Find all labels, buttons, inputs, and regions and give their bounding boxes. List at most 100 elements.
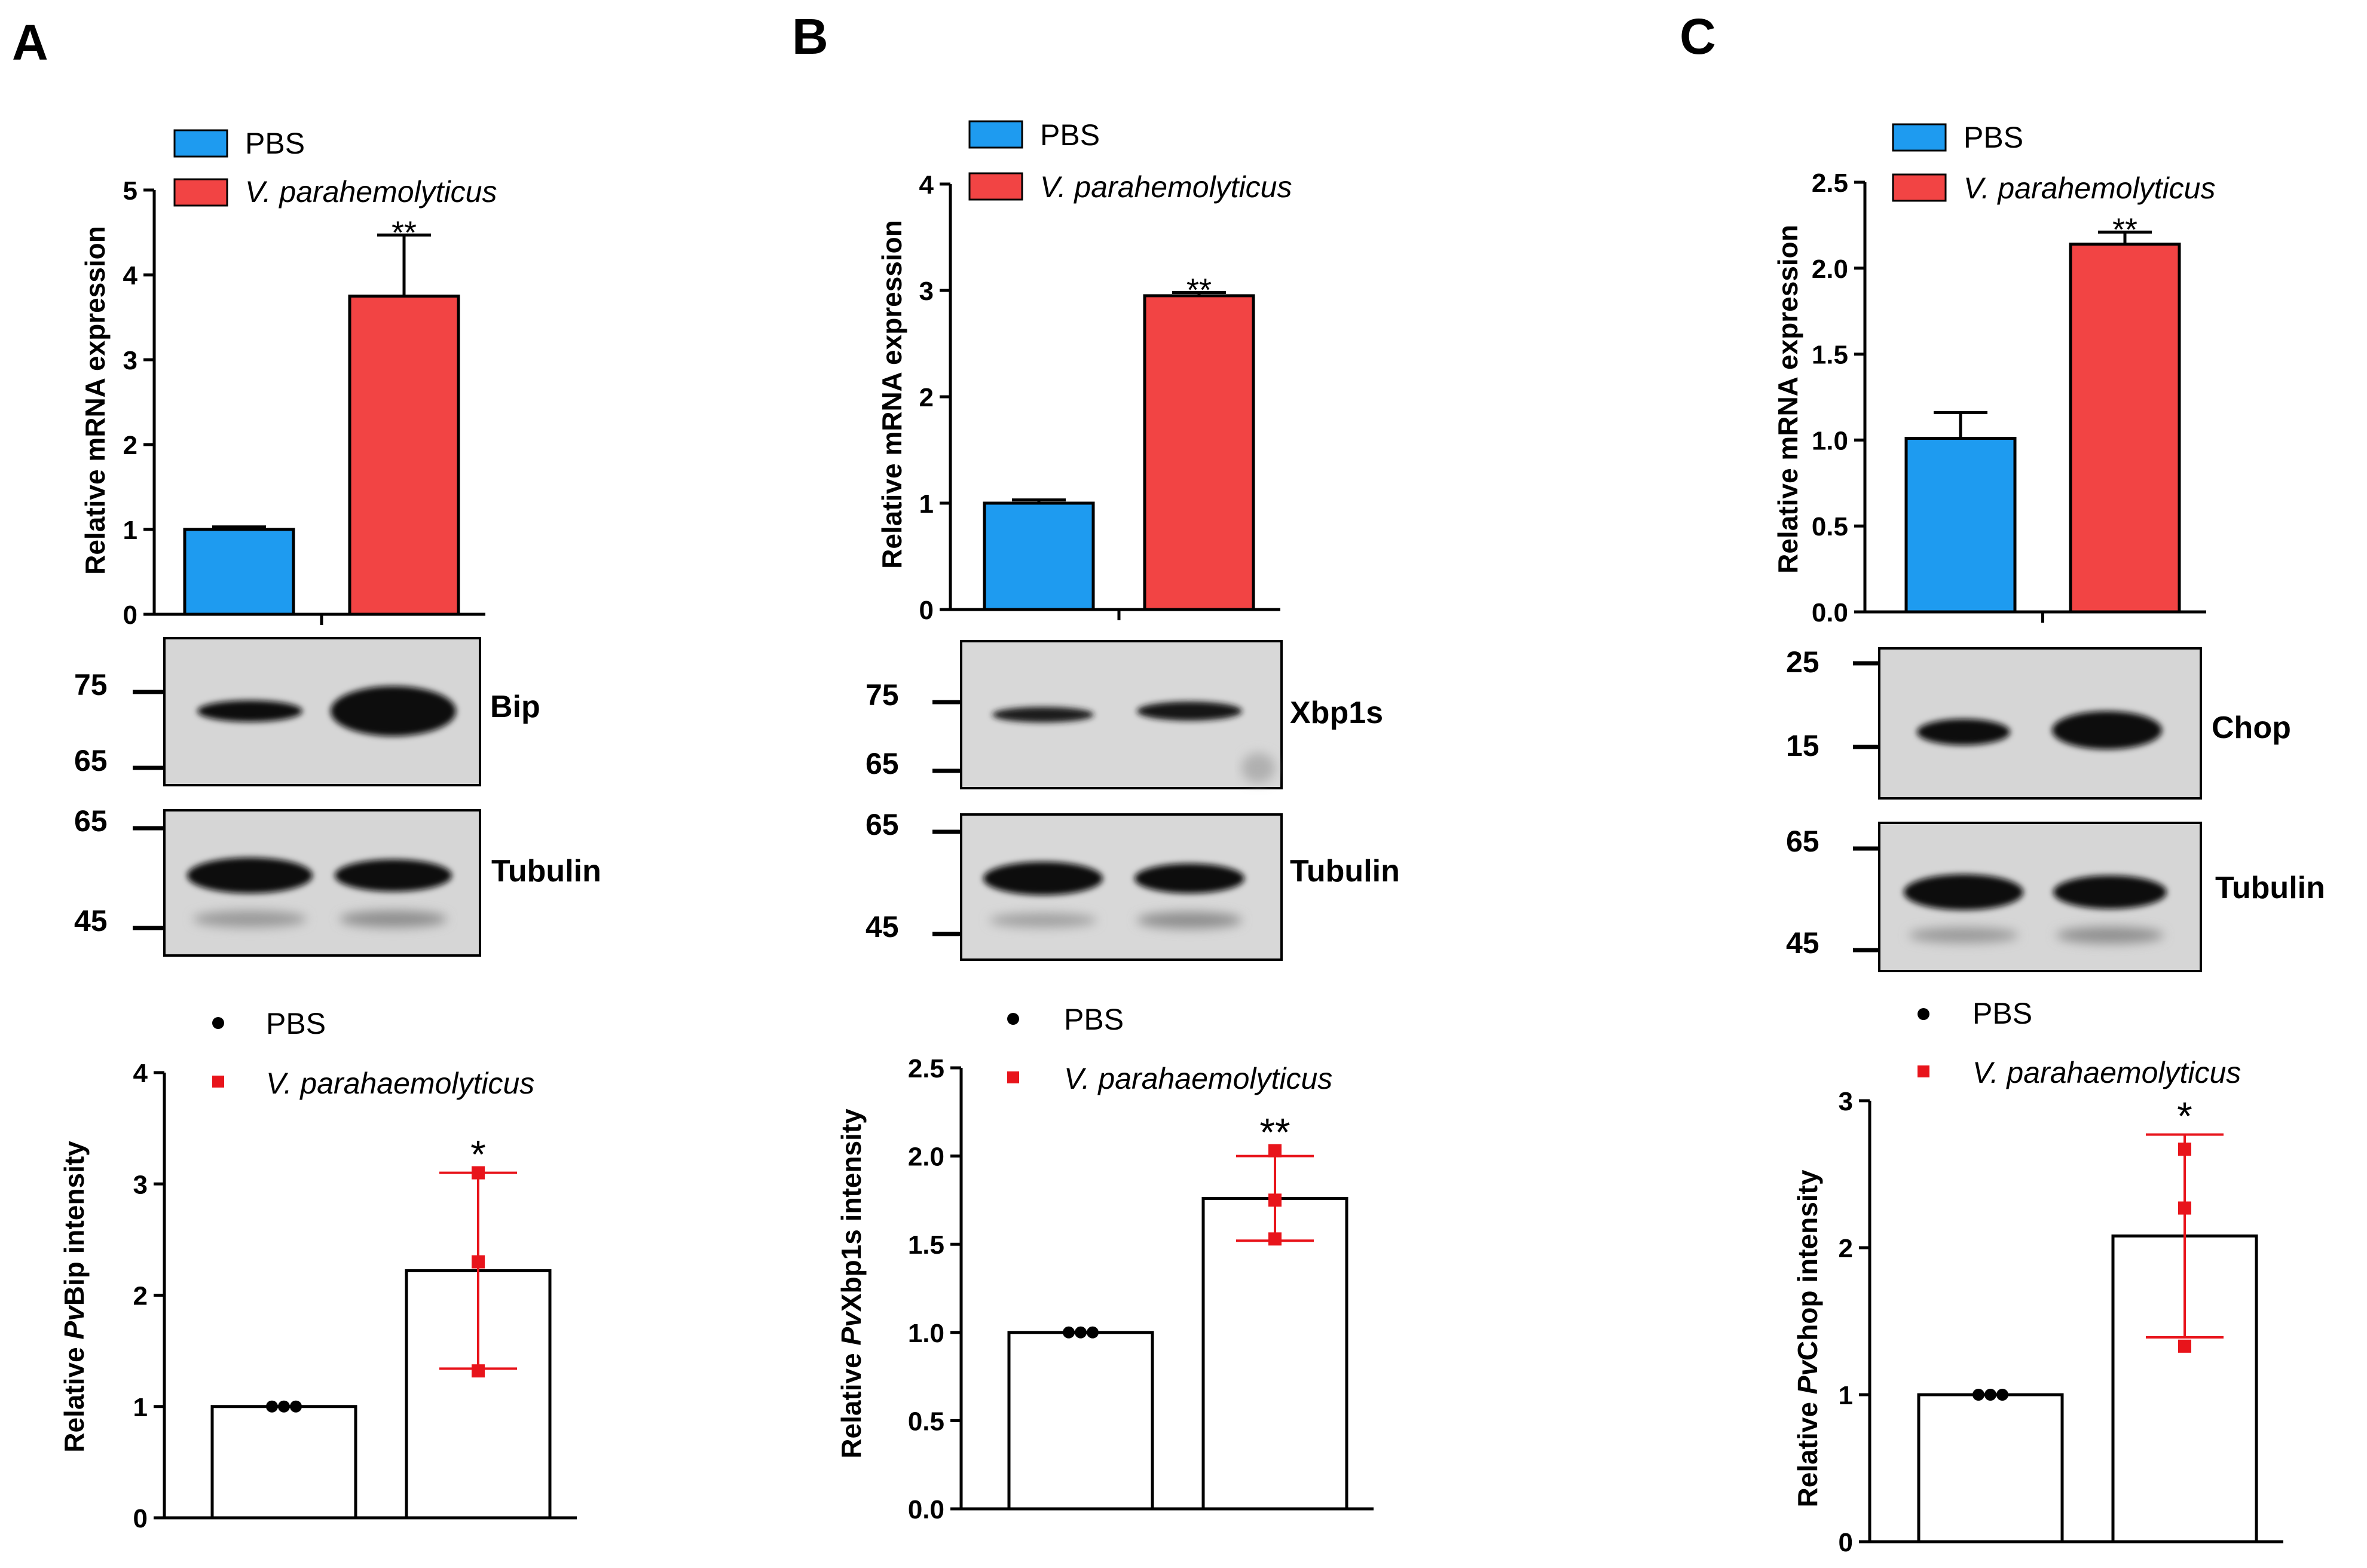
chart-mrna-xbp1s: 0 1 2 3 4 ** xyxy=(919,170,1280,625)
y-axis-title: Relative PvXbp1s intensity xyxy=(836,1108,867,1459)
western-blot-b: 75 65 Xbp1s 65 45 Tubulin xyxy=(866,640,1400,961)
data-point-vibrio xyxy=(2178,1339,2191,1353)
data-point-vibrio xyxy=(2178,1143,2191,1156)
band-bip-pbs xyxy=(197,700,302,722)
data-point-pbs xyxy=(290,1400,302,1413)
band-tubulin-vibrio xyxy=(2053,875,2167,909)
marker-label: 25 xyxy=(1786,645,1819,679)
band-bip-vibrio xyxy=(331,686,456,736)
data-point-vibrio xyxy=(472,1364,485,1378)
legend-label-pbs: PBS xyxy=(266,1007,326,1040)
y-tick-label: 2.5 xyxy=(908,1054,944,1083)
data-point-pbs xyxy=(1075,1326,1087,1339)
y-tick-label: 0.0 xyxy=(1812,598,1848,627)
marker-label: 15 xyxy=(1786,729,1819,762)
band-tubulin-faint xyxy=(989,913,1097,927)
y-axis-title-italic: Pv xyxy=(1792,1359,1823,1395)
legend-swatch-pbs xyxy=(1892,123,1947,152)
legend-swatch-vibrio xyxy=(173,178,228,207)
data-point-vibrio xyxy=(2178,1201,2191,1215)
y-tick-label: 0 xyxy=(133,1504,148,1533)
legend-label-vibrio: V. parahemolyticus xyxy=(1964,172,2215,205)
y-tick-label: 1 xyxy=(133,1393,148,1422)
western-blot-c: 25 15 Chop 65 45 Tubulin xyxy=(1786,645,2325,972)
marker-label: 65 xyxy=(866,747,899,780)
blot-label-bip: Bip xyxy=(490,690,540,724)
blot-label-chop: Chop xyxy=(2212,710,2291,745)
bar-vibrio xyxy=(2069,243,2181,614)
y-axis-title: Relative PvBip intensity xyxy=(59,1141,90,1453)
data-point-pbs xyxy=(1973,1389,1984,1401)
y-tick-label: 4 xyxy=(133,1059,148,1088)
legend-label-vibrio: V. parahaemolyticus xyxy=(266,1067,534,1100)
intensity-chart-c: PBS V. parahaemolyticus Relative PvChop … xyxy=(1792,997,2283,1557)
legend-label-vibrio: V. parahemolyticus xyxy=(1040,170,1292,204)
data-point-vibrio xyxy=(472,1255,485,1269)
data-point-pbs xyxy=(1063,1326,1075,1339)
marker-label: 75 xyxy=(866,678,899,712)
data-point-vibrio xyxy=(472,1166,485,1180)
mrna-chart-c: PBS V. parahemolyticus Relative mRNA exp… xyxy=(1772,121,2215,627)
significance-marker: * xyxy=(2177,1094,2192,1138)
y-tick-label: 2.5 xyxy=(1812,169,1848,198)
legend-dot-pbs xyxy=(1007,1013,1019,1025)
bar-pbs xyxy=(183,528,295,616)
y-tick-label: 1.5 xyxy=(1812,341,1848,370)
significance-marker: ** xyxy=(1186,272,1212,308)
y-tick-label: 1 xyxy=(1839,1381,1853,1410)
data-point-vibrio xyxy=(1268,1193,1282,1207)
band-tubulin-vibrio xyxy=(1134,863,1244,893)
marker-label: 65 xyxy=(1786,825,1819,858)
y-tick-label: 4 xyxy=(919,170,934,200)
y-axis-title-italic: Pv xyxy=(836,1310,867,1346)
intensity-chart-b: PBS V. parahaemolyticus Relative PvXbp1s… xyxy=(836,1003,1374,1524)
legend-square-vibrio xyxy=(1007,1071,1019,1083)
panel-label-a: A xyxy=(12,14,48,71)
y-tick-label: 2.0 xyxy=(1812,255,1848,284)
band-chop-vibrio xyxy=(2052,711,2162,749)
marker-label: 65 xyxy=(866,808,899,841)
legend-label-pbs: PBS xyxy=(1964,121,2023,154)
legend-label-pbs: PBS xyxy=(1064,1003,1124,1036)
y-tick-label: 2.0 xyxy=(908,1143,944,1172)
blot-smudge xyxy=(1241,753,1275,783)
bar-vibrio xyxy=(348,295,460,616)
data-point-pbs xyxy=(1087,1326,1099,1339)
y-tick-label: 3 xyxy=(919,277,934,306)
legend-label-pbs: PBS xyxy=(1040,118,1100,152)
significance-marker: * xyxy=(470,1132,486,1177)
y-tick-label: 0.0 xyxy=(908,1495,944,1524)
panel-label-b: B xyxy=(792,8,828,65)
y-tick-label: 0.5 xyxy=(908,1407,944,1436)
y-tick-label: 1 xyxy=(123,516,137,545)
bar-pbs xyxy=(1917,1393,2064,1544)
band-xbp1s-pbs xyxy=(992,707,1094,722)
band-tubulin-pbs xyxy=(983,862,1103,895)
y-axis-title: Relative mRNA expression xyxy=(1772,225,1803,574)
y-tick-label: 2 xyxy=(919,383,934,412)
legend-swatch-vibrio xyxy=(968,172,1023,201)
marker-label: 75 xyxy=(74,668,108,702)
y-tick-label: 0 xyxy=(1839,1528,1853,1557)
legend-square-vibrio xyxy=(1918,1065,1929,1077)
y-axis-title-prefix: Relative xyxy=(836,1346,867,1459)
blot-label-tubulin: Tubulin xyxy=(2215,871,2325,905)
y-axis-title-prefix: Relative xyxy=(59,1340,90,1453)
legend-dot-pbs xyxy=(212,1017,224,1029)
intensity-chart-a: PBS V. parahaemolyticus Relative PvBip i… xyxy=(59,1007,577,1533)
y-tick-label: 4 xyxy=(123,261,138,290)
legend-label-pbs: PBS xyxy=(1973,997,2032,1030)
chart-intensity-xbp1s: 0.0 0.5 1.0 1.5 2.0 2.5 ** xyxy=(908,1054,1374,1524)
bar-pbs xyxy=(1904,437,2017,614)
bar-pbs xyxy=(1007,1331,1154,1511)
band-tubulin-pbs xyxy=(1904,874,2023,910)
bar-pbs xyxy=(983,501,1095,611)
y-tick-label: 1.0 xyxy=(908,1319,944,1348)
data-point-pbs xyxy=(1996,1389,2008,1401)
y-tick-label: 2 xyxy=(1839,1234,1853,1263)
marker-label: 45 xyxy=(1786,926,1819,960)
band-tubulin-faint xyxy=(2056,927,2164,944)
y-tick-label: 3 xyxy=(1839,1087,1853,1116)
chart-intensity-chop: 0 1 2 3 * xyxy=(1839,1087,2283,1557)
significance-marker: ** xyxy=(1259,1110,1290,1154)
